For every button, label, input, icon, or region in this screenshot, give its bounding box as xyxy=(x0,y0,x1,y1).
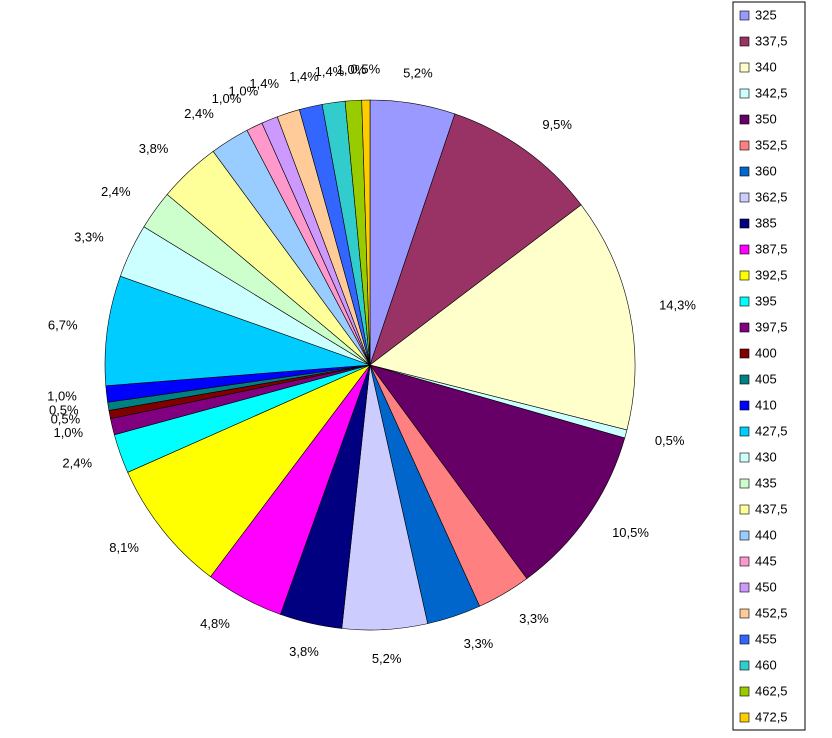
legend-swatch xyxy=(739,426,750,437)
legend-swatch xyxy=(739,452,750,463)
legend-label: 337,5 xyxy=(755,33,788,48)
data-label: 14,3% xyxy=(659,298,696,313)
legend-swatch xyxy=(739,244,750,255)
data-label: 1,0% xyxy=(53,425,83,440)
legend-label: 455 xyxy=(755,631,777,646)
data-label: 5,2% xyxy=(372,651,402,666)
pie-slice xyxy=(369,364,626,580)
legend-label: 395 xyxy=(755,293,777,308)
data-label: 1,0% xyxy=(337,62,367,77)
legend-swatch xyxy=(739,296,750,307)
legend-label: 450 xyxy=(755,579,777,594)
legend-swatch xyxy=(739,10,750,21)
pie-slice xyxy=(361,99,371,366)
legend-label: 392,5 xyxy=(755,267,788,282)
legend-swatch xyxy=(739,192,750,203)
legend-swatch xyxy=(739,660,750,671)
legend-label: 445 xyxy=(755,553,777,568)
legend-swatch xyxy=(739,114,750,125)
data-label: 6,7% xyxy=(48,318,78,333)
legend-label: 325 xyxy=(755,7,777,22)
legend-label: 360 xyxy=(755,163,777,178)
data-label: 0,5% xyxy=(655,433,685,448)
data-label: 1,0% xyxy=(229,83,259,98)
legend-label: 362,5 xyxy=(755,189,788,204)
legend-swatch xyxy=(739,400,750,411)
data-label: 1,0% xyxy=(212,91,242,106)
data-label: 3,3% xyxy=(519,611,549,626)
data-label: 2,4% xyxy=(184,106,214,121)
legend-label: 397,5 xyxy=(755,319,788,334)
data-label: 0,5% xyxy=(51,412,81,427)
legend-swatch xyxy=(739,348,750,359)
legend-label: 437,5 xyxy=(755,501,788,516)
legend-label: 440 xyxy=(755,527,777,542)
legend-swatch xyxy=(739,62,750,73)
legend-label: 460 xyxy=(755,657,777,672)
legend-swatch xyxy=(739,478,750,489)
legend-label: 462,5 xyxy=(755,683,788,698)
legend-swatch xyxy=(739,634,750,645)
pie-slice xyxy=(127,364,371,578)
legend-swatch xyxy=(739,166,750,177)
legend-label: 405 xyxy=(755,371,777,386)
data-label: 1,4% xyxy=(289,69,319,84)
data-label: 1,0% xyxy=(47,389,77,404)
legend-label: 350 xyxy=(755,111,777,126)
pie-slice xyxy=(369,113,582,366)
data-label: 1,4% xyxy=(315,64,345,79)
legend-label: 385 xyxy=(755,215,777,230)
data-label: 3,8% xyxy=(139,141,169,156)
data-label: 3,8% xyxy=(289,644,319,659)
legend-swatch xyxy=(739,686,750,697)
legend-label: 472,5 xyxy=(755,709,788,724)
data-label: 0,5% xyxy=(351,61,381,76)
data-label: 8,1% xyxy=(109,540,139,555)
data-label: 3,3% xyxy=(74,229,104,244)
legend-swatch xyxy=(739,504,750,515)
legend-swatch xyxy=(739,36,750,47)
legend-swatch xyxy=(739,608,750,619)
data-label: 2,4% xyxy=(101,184,131,199)
legend-label: 340 xyxy=(755,59,777,74)
legend-swatch xyxy=(739,374,750,385)
legend-swatch xyxy=(739,582,750,593)
legend-label: 410 xyxy=(755,397,777,412)
data-label: 5,2% xyxy=(403,65,433,80)
data-label: 0,5% xyxy=(49,402,79,417)
legend-label: 435 xyxy=(755,475,777,490)
legend-label: 430 xyxy=(755,449,777,464)
legend-swatch xyxy=(739,88,750,99)
legend-swatch xyxy=(739,140,750,151)
legend-swatch xyxy=(739,322,750,333)
legend-label: 387,5 xyxy=(755,241,788,256)
pie-slice xyxy=(104,275,371,387)
legend-label: 400 xyxy=(755,345,777,360)
legend-swatch xyxy=(739,218,750,229)
legend-swatch xyxy=(739,530,750,541)
data-label: 1,4% xyxy=(249,76,279,91)
legend-label: 427,5 xyxy=(755,423,788,438)
data-label: 2,4% xyxy=(62,455,92,470)
data-label: 3,3% xyxy=(464,636,494,651)
legend-swatch xyxy=(739,712,750,723)
data-label: 10,5% xyxy=(612,525,649,540)
legend-swatch xyxy=(739,270,750,281)
legend-label: 452,5 xyxy=(755,605,788,620)
data-label: 9,5% xyxy=(542,117,572,132)
data-label: 4,8% xyxy=(200,616,230,631)
legend-label: 352,5 xyxy=(755,137,788,152)
pie-slice xyxy=(369,204,636,431)
legend-label: 342,5 xyxy=(755,85,788,100)
legend-swatch xyxy=(739,556,750,567)
